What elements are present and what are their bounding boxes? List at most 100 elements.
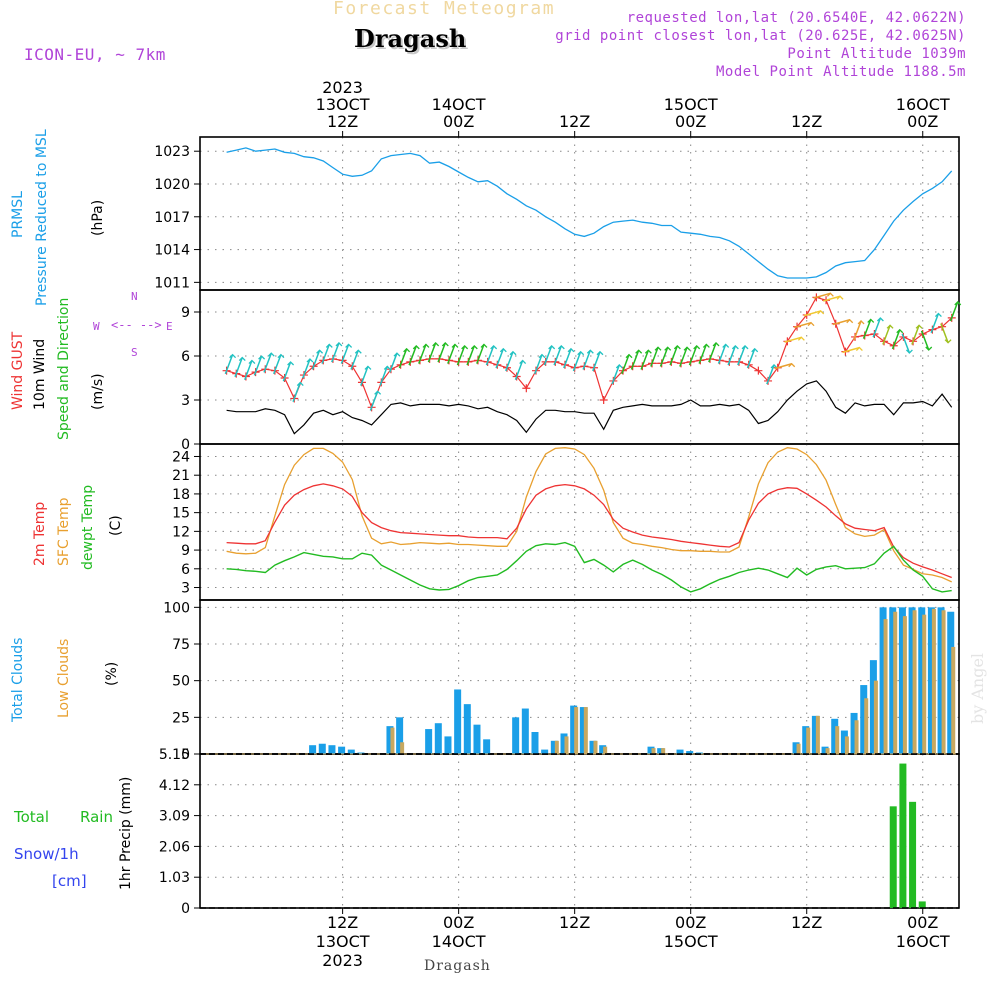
time-label-top: 16OCT [896, 95, 950, 114]
wind-barb-head [296, 381, 304, 386]
low-cloud-bar [844, 736, 849, 754]
wind-barb [832, 319, 850, 326]
y-tick-label: 3 [181, 581, 190, 597]
wind-barb [803, 310, 821, 317]
total-cloud-bar [454, 689, 462, 754]
wind-barb [253, 355, 263, 376]
time-label-bottom: 14OCT [432, 932, 486, 951]
total-cloud-bar [676, 749, 684, 754]
wind-barb [456, 345, 466, 366]
gust-marker [599, 396, 608, 404]
wind-barb [534, 354, 543, 375]
wind-barb [611, 364, 621, 385]
wind-barb [853, 320, 862, 341]
total-cloud-bar [357, 752, 365, 754]
wind-barb-head [722, 343, 730, 348]
sfc-temp-line [226, 447, 952, 583]
gust-marker [754, 366, 763, 375]
total-cloud-bar [869, 660, 877, 754]
wind-barb-head [258, 355, 266, 360]
y-tick-label: 75 [172, 637, 190, 653]
total-cloud-bar [589, 740, 597, 754]
wind-barb-head [857, 320, 865, 325]
pressure-line [226, 147, 953, 279]
wind-barb-head [229, 353, 237, 359]
y-tick-label: 5.15 [159, 747, 190, 763]
total-cloud-bar [802, 726, 810, 754]
y-tick-label: 3 [181, 393, 190, 409]
rain-bar [918, 901, 926, 908]
wind-barb [708, 342, 717, 363]
low-cloud-bar [661, 748, 666, 754]
wind-barb-head [836, 295, 844, 300]
low-cloud-bar [883, 619, 888, 754]
wind-barb [282, 361, 292, 382]
total-cloud-bar [879, 607, 887, 754]
total-cloud-bar [338, 746, 346, 754]
total-cloud-bar [657, 748, 665, 754]
wind-barb [930, 313, 940, 334]
wind-barb [408, 345, 417, 366]
wind-barb [563, 348, 572, 369]
wind-barb-head [238, 356, 246, 362]
wind-barb [292, 382, 301, 402]
wind-barb-head [538, 353, 546, 359]
wind-barb [495, 348, 505, 369]
y-tick-label: 1014 [154, 243, 190, 259]
title-faded: Forecast Meteogram [333, 0, 556, 19]
wind-barb [784, 336, 802, 343]
total-cloud-bar [318, 743, 326, 754]
wind-barb-head [287, 361, 295, 366]
wind-barb [244, 360, 253, 380]
time-label-bottom: 00Z [907, 913, 938, 932]
rain-bar [889, 806, 897, 908]
total-cloud-bar [889, 607, 897, 754]
y-tick-label: 6 [181, 349, 190, 365]
panel-frame [199, 443, 960, 601]
wind-barb-head [654, 346, 662, 351]
wind-barb [350, 350, 359, 370]
wind-barb-head [954, 300, 962, 306]
time-label-top: 15OCT [664, 95, 718, 114]
y-tick-label: 12 [172, 524, 190, 540]
wind-barb [920, 330, 930, 351]
low-cloud-bar [564, 736, 569, 754]
wind-barb [630, 350, 640, 370]
wind-barb-head [403, 347, 411, 353]
low-cloud-bar [815, 715, 820, 754]
wind-barb [688, 345, 698, 366]
wind-barb [621, 354, 630, 375]
total-cloud-bar [309, 745, 317, 754]
wind-barb-head [925, 346, 933, 351]
total-cloud-bar [463, 704, 471, 754]
time-label-bottom: 12Z [327, 913, 358, 932]
wind-barb [418, 344, 427, 364]
y-tick-label: 0 [181, 437, 190, 453]
wind-barb [311, 350, 321, 370]
y-tick-label: 15 [172, 506, 190, 522]
time-label-bottom: 16OCT [896, 932, 950, 951]
wind-barb [949, 301, 959, 322]
wind-barb [321, 344, 330, 364]
compass-south: S [131, 346, 138, 359]
wind-barb [379, 366, 388, 386]
wind-barb-head [683, 346, 691, 351]
time-label-top: 00Z [675, 112, 706, 131]
wind-barb [717, 344, 727, 364]
low-cloud-bar [574, 707, 579, 754]
total-cloud-bar [947, 611, 955, 754]
wind-barb-head [586, 349, 594, 354]
total-cloud-bar [850, 712, 858, 754]
total-cloud-bar [599, 745, 607, 754]
wind-barb [369, 391, 379, 411]
time-label-top: 00Z [443, 112, 474, 131]
wind-barb [476, 344, 485, 364]
wind-barb [901, 333, 911, 354]
wind-barb-head [519, 359, 527, 364]
wind-barb [882, 325, 891, 345]
total-cloud-bar [328, 745, 336, 754]
wind-barb [891, 329, 901, 350]
wind-barb-head [673, 344, 681, 350]
total-cloud-bar [444, 736, 452, 754]
wind-barb [360, 366, 369, 386]
